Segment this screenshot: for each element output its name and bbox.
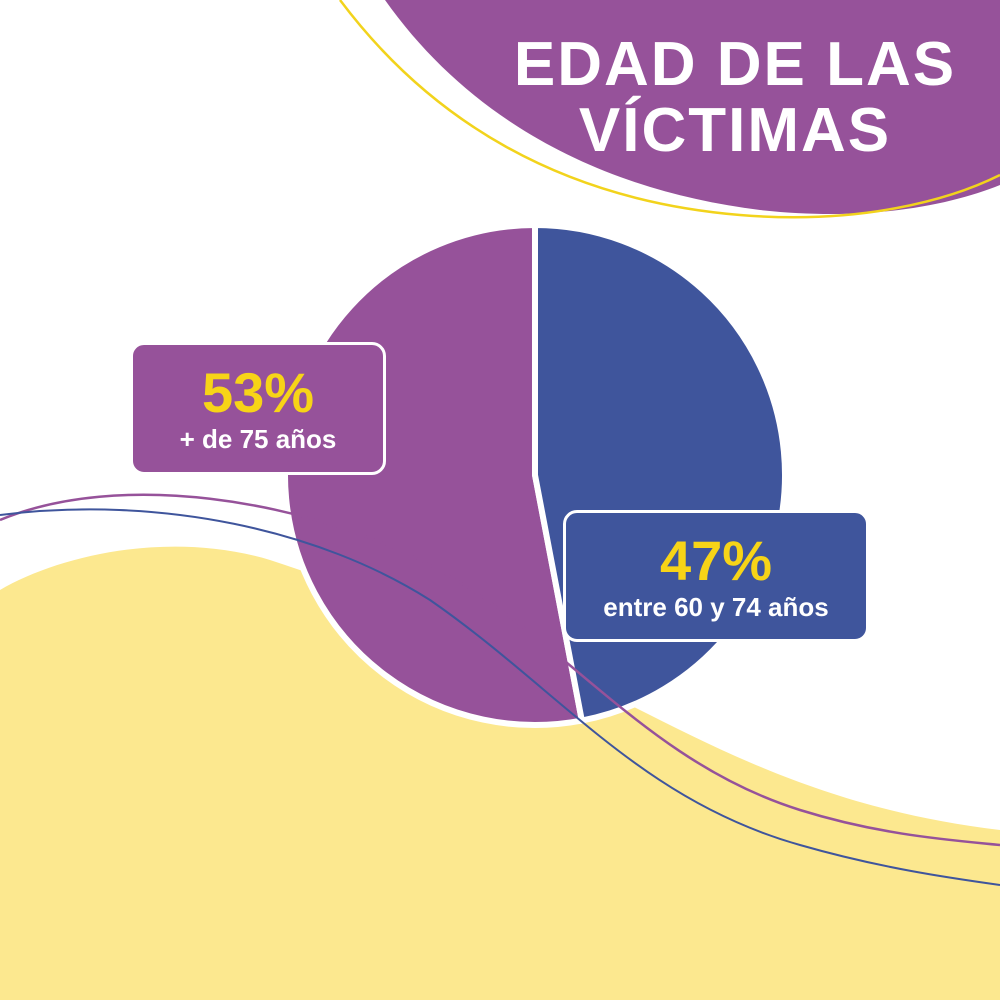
value-label: 47% [659, 529, 773, 592]
slice-label: 47% entre 60 y 74 años [563, 510, 869, 642]
category-label: + de 75 años [179, 424, 337, 454]
value-label: 53% [201, 361, 315, 424]
category-label: entre 60 y 74 años [603, 592, 829, 622]
deco-line [0, 493, 1000, 847]
top-blob [385, 0, 1000, 214]
pie-slice [532, 221, 788, 725]
bottom-blob [0, 546, 1000, 1000]
chart-title: EDAD DE LAS VÍCTIMAS [513, 30, 957, 165]
top-line [339, 0, 1000, 219]
slice-label: 53% + de 75 años [130, 342, 386, 475]
deco-line [0, 508, 1000, 886]
